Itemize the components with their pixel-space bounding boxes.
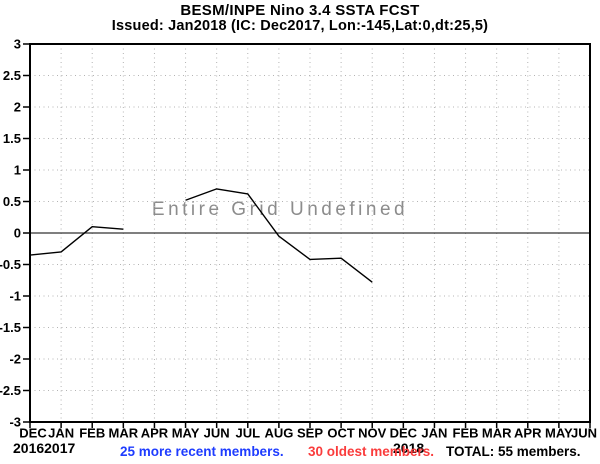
y-tick-label: 3 (14, 37, 21, 52)
y-tick-label: -3 (9, 415, 21, 430)
x-tick-label: APR (141, 426, 169, 441)
x-tick-label: DEC (19, 426, 47, 441)
y-tick-label: 2.5 (3, 68, 21, 83)
y-tick-label: 1 (14, 163, 21, 178)
x-axis-year-left-label: 20162017 (13, 440, 76, 456)
x-tick-label: MAR (109, 426, 139, 441)
chart-subtitle: Issued: Jan2018 (IC: Dec2017, Lon:-145,L… (111, 18, 489, 34)
x-tick-label: JAN (48, 426, 74, 441)
undefined-grid-watermark: Entire Grid Undefined (151, 199, 409, 220)
chart-title: BESM/INPE Nino 3.4 SSTA FCST (180, 2, 420, 19)
x-tick-label: DEC (390, 426, 418, 441)
legend-oldest-members: 30 oldest members. (308, 444, 435, 459)
y-tick-label: 2 (14, 100, 21, 115)
x-tick-label: AUG (264, 426, 293, 441)
y-tick-label: -2 (9, 352, 21, 367)
x-tick-label: SEP (297, 426, 323, 441)
x-tick-label: JUN (571, 426, 597, 441)
y-tick-label: -0.5 (0, 257, 21, 272)
x-tick-label: MAY (172, 426, 200, 441)
y-tick-label: -1 (9, 289, 21, 304)
legend-recent-members: 25 more recent members. (120, 444, 284, 459)
x-tick-label: APR (514, 426, 542, 441)
x-tick-label: JAN (421, 426, 447, 441)
legend-total-members: TOTAL: 55 members. (446, 444, 581, 459)
y-tick-label: 0 (14, 226, 21, 241)
x-tick-label: MAY (545, 426, 573, 441)
y-tick-label: 1.5 (3, 131, 21, 146)
x-tick-label: FEB (79, 426, 105, 441)
y-tick-label: -2.5 (0, 383, 21, 398)
forecast-line (185, 188, 373, 283)
x-tick-label: FEB (453, 426, 479, 441)
x-tick-label: JUN (204, 426, 230, 441)
x-tick-label: JUL (235, 426, 260, 441)
x-tick-label: NOV (358, 426, 387, 441)
x-axis-year-right-label: 2018 (393, 440, 425, 456)
forecast-line (29, 225, 124, 256)
y-tick-label: 0.5 (3, 194, 21, 209)
x-tick-label: OCT (327, 426, 355, 441)
x-tick-label: MAR (482, 426, 512, 441)
y-tick-label: -1.5 (0, 320, 21, 335)
